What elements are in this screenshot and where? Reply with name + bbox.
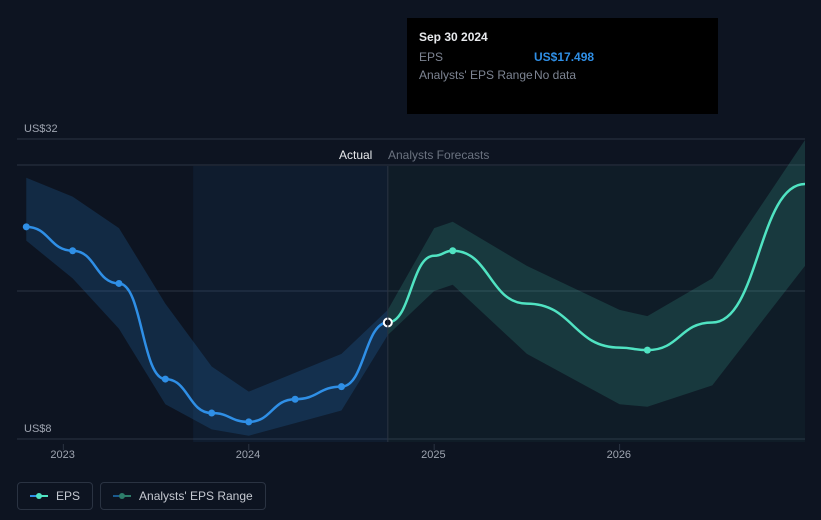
legend-label: EPS [56, 489, 80, 503]
legend-label: Analysts' EPS Range [139, 489, 253, 503]
legend-item-range[interactable]: Analysts' EPS Range [100, 482, 266, 510]
chart-legend: EPS Analysts' EPS Range [17, 482, 266, 510]
legend-swatch-range [113, 491, 131, 501]
legend-item-eps[interactable]: EPS [17, 482, 93, 510]
legend-swatch-eps [30, 491, 48, 501]
eps-chart: Sep 30 2024 EPS US$17.498 Analysts' EPS … [0, 0, 821, 520]
chart-plot-area[interactable] [17, 0, 805, 462]
